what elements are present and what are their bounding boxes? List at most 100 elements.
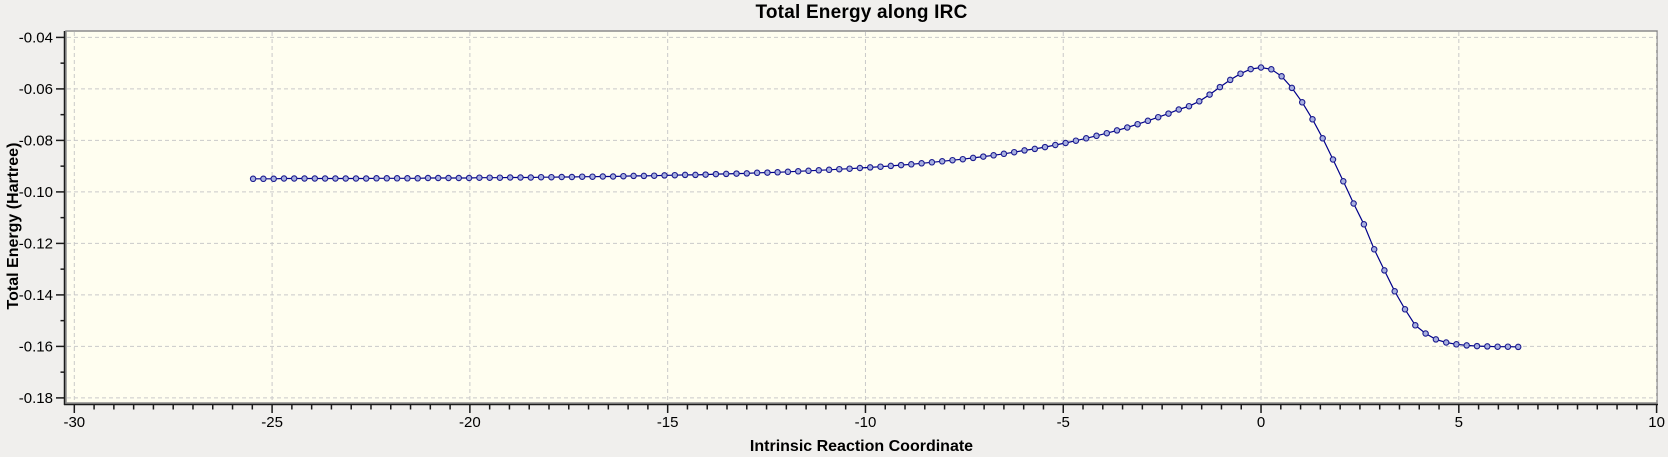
data-point — [908, 161, 915, 168]
data-point — [764, 169, 771, 176]
data-point — [558, 173, 565, 181]
data-point — [1340, 178, 1347, 185]
data-point — [1278, 73, 1285, 80]
x-tick-label: -15 — [657, 414, 679, 431]
data-point — [1412, 322, 1419, 329]
data-point — [1093, 132, 1100, 140]
data-point — [856, 164, 864, 172]
data-point — [1391, 288, 1398, 295]
data-point — [980, 153, 987, 160]
data-point — [465, 174, 473, 182]
data-point — [589, 173, 596, 180]
data-point — [1052, 141, 1059, 149]
data-point — [414, 175, 421, 182]
data-point — [897, 161, 905, 169]
data-point — [1453, 341, 1460, 348]
data-point — [1360, 221, 1368, 228]
data-point — [1309, 116, 1316, 123]
data-point — [393, 175, 401, 182]
data-point — [1401, 306, 1409, 313]
data-point — [578, 173, 586, 180]
data-point — [1031, 145, 1039, 153]
data-point — [836, 165, 843, 173]
data-point — [722, 170, 730, 178]
data-point — [1237, 70, 1244, 77]
data-point — [794, 168, 802, 175]
data-point — [527, 174, 535, 181]
data-point — [1134, 120, 1141, 128]
data-point — [681, 171, 689, 179]
data-point — [1062, 139, 1069, 147]
data-point — [1494, 343, 1501, 350]
data-point — [434, 174, 442, 182]
data-point — [249, 175, 257, 183]
data-point — [671, 171, 679, 179]
data-point — [702, 171, 709, 178]
energy-curve — [253, 66, 1519, 348]
data-point — [383, 175, 391, 182]
data-point — [1196, 98, 1203, 105]
data-point — [1381, 267, 1388, 274]
data-point — [692, 171, 699, 179]
data-point — [846, 165, 853, 172]
data-point — [1010, 148, 1018, 156]
data-point — [1113, 127, 1121, 134]
data-point — [301, 175, 308, 182]
data-point — [1484, 343, 1491, 350]
x-axis-label: Intrinsic Reaction Coordinate — [749, 438, 974, 455]
data-point — [373, 175, 380, 182]
data-point — [321, 175, 329, 182]
data-point — [712, 170, 720, 178]
data-point — [1514, 343, 1522, 351]
data-point — [990, 152, 997, 159]
y-tick-label: -0.08 — [19, 132, 53, 149]
data-point — [342, 175, 349, 182]
data-point — [928, 159, 936, 166]
y-tick-label: -0.04 — [19, 29, 53, 46]
x-tick-label: 5 — [1455, 414, 1463, 431]
data-point — [352, 175, 360, 182]
data-point — [362, 175, 370, 182]
data-point — [424, 174, 432, 182]
x-tick-label: -5 — [1057, 414, 1070, 431]
x-tick-label: -20 — [459, 414, 481, 431]
data-point — [270, 175, 277, 183]
x-tick-label: -10 — [855, 414, 877, 431]
data-point — [1175, 106, 1183, 113]
y-tick-label: -0.06 — [19, 81, 53, 98]
data-point — [938, 158, 946, 165]
x-tick-label: 10 — [1648, 414, 1665, 431]
data-point — [1432, 336, 1440, 343]
data-point — [661, 172, 668, 179]
data-point — [1329, 156, 1337, 163]
plot-area — [65, 30, 1658, 404]
data-point — [1257, 64, 1265, 71]
data-point — [290, 175, 298, 182]
data-point — [599, 173, 607, 180]
data-point — [260, 175, 267, 183]
data-point — [1442, 339, 1450, 346]
data-point — [1103, 129, 1111, 137]
data-point — [887, 162, 895, 170]
data-point — [825, 166, 833, 174]
chart-title: Total Energy along IRC — [755, 2, 968, 23]
data-point — [620, 172, 627, 180]
y-tick-label: -0.12 — [19, 235, 53, 252]
data-point — [1463, 342, 1470, 349]
x-tick-label: 0 — [1257, 414, 1265, 431]
data-point — [496, 174, 504, 181]
data-point — [1504, 343, 1512, 350]
data-point — [1144, 117, 1152, 125]
data-point — [311, 175, 319, 182]
data-point — [404, 175, 411, 182]
data-point — [959, 155, 967, 163]
data-point — [476, 174, 483, 181]
data-point — [1298, 99, 1306, 106]
x-tick-label: -30 — [63, 414, 85, 431]
data-point — [609, 173, 617, 180]
data-point — [784, 168, 792, 176]
data-point — [805, 167, 812, 175]
data-point — [1370, 246, 1378, 253]
data-point — [866, 164, 874, 171]
